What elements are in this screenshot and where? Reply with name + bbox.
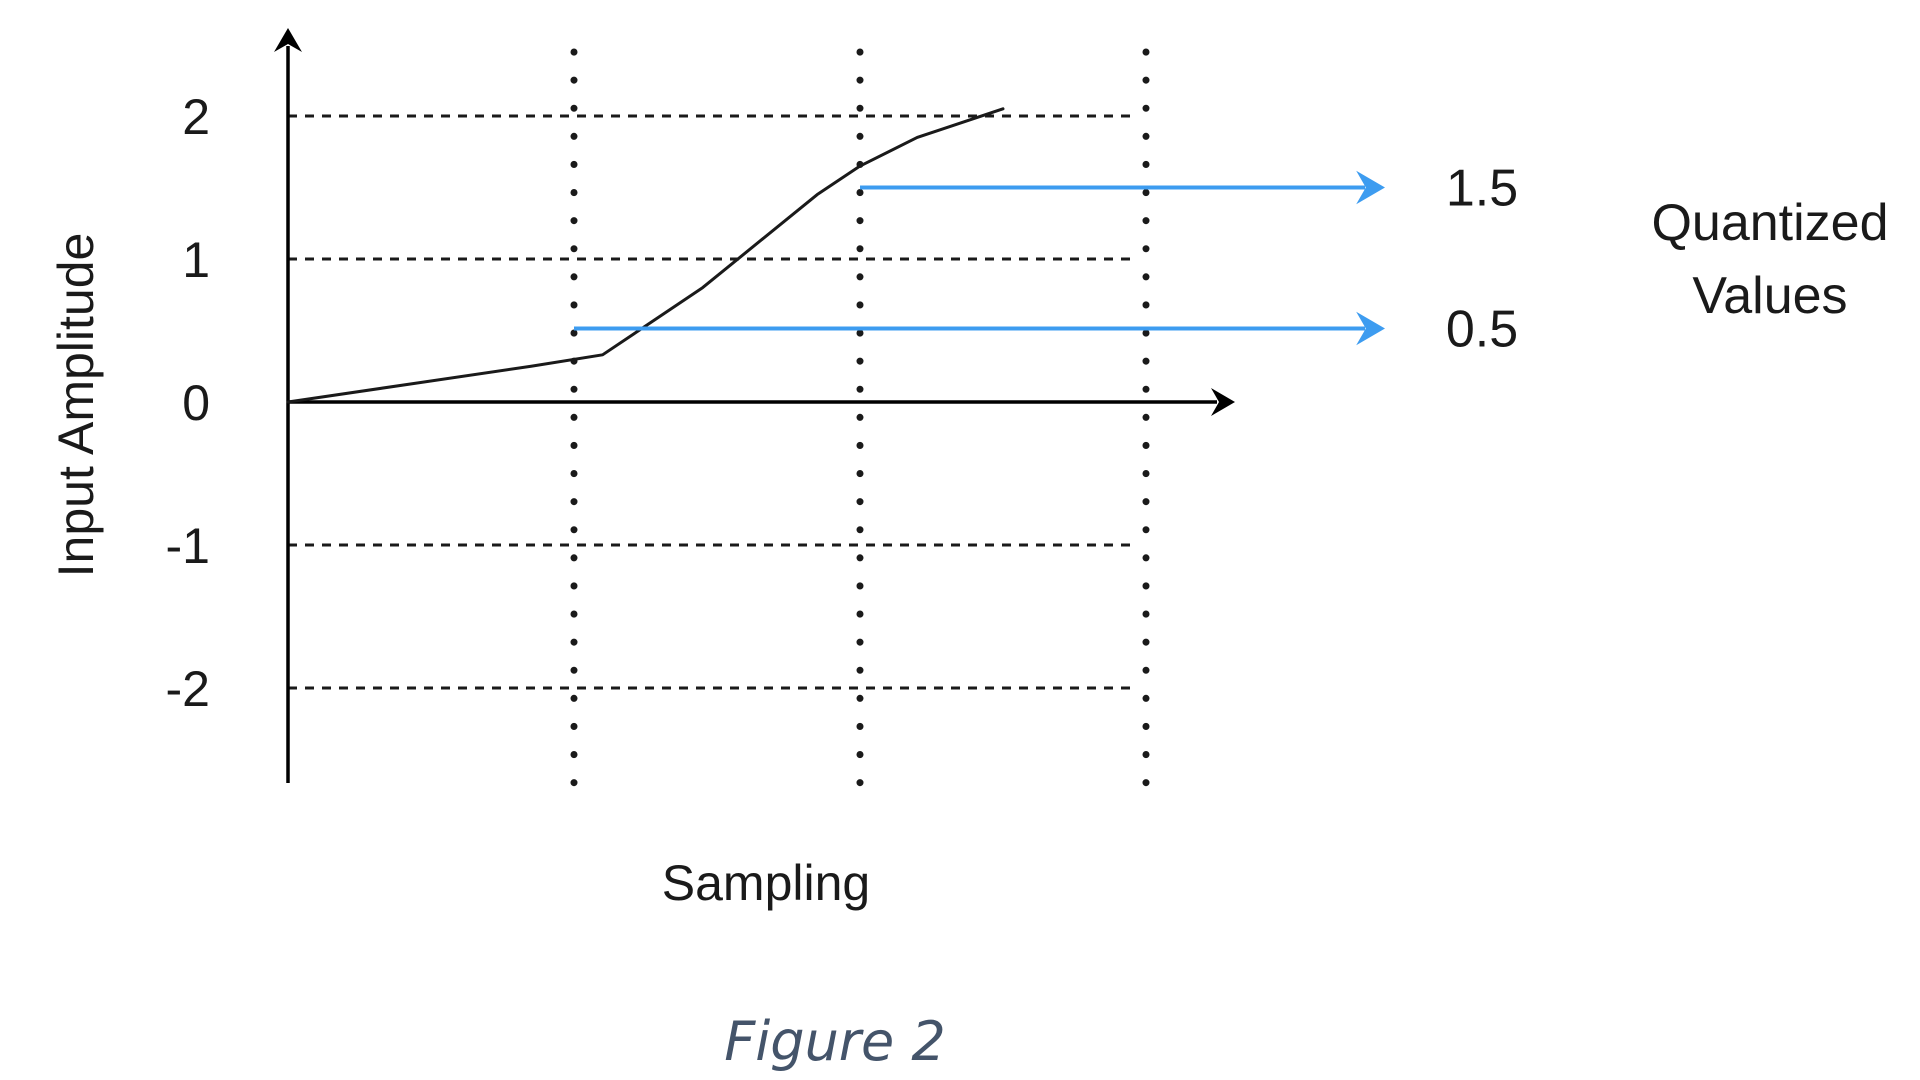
grid <box>288 48 1150 787</box>
axes <box>274 28 1235 783</box>
y-tick-label: -1 <box>166 518 210 574</box>
y-axis-arrowhead <box>274 28 302 52</box>
x-axis-arrowhead <box>1211 388 1235 416</box>
y-axis-title: Input Amplitude <box>48 233 104 578</box>
figure-caption: Figure 2 <box>724 1010 946 1073</box>
y-tick-label: -2 <box>166 661 210 717</box>
signal-curve <box>286 107 1005 404</box>
quantized-value-label: 0.5 <box>1446 301 1518 359</box>
series <box>286 107 1005 404</box>
quantize-arrowhead-1-5 <box>1356 170 1385 205</box>
y-tick-label: 1 <box>182 232 210 288</box>
quantization-arrows <box>574 170 1385 346</box>
quantized-values-title-line2: Values <box>1692 267 1847 325</box>
quantized-value-label: 1.5 <box>1446 160 1518 218</box>
labels: -2 -1 0 1 2 1.5 0.5 <box>166 89 1519 717</box>
y-tick-label: 2 <box>182 89 210 145</box>
y-tick-label: 0 <box>182 375 210 431</box>
x-axis-title: Sampling <box>662 855 870 911</box>
quantized-values-title-line1: Quantized <box>1651 194 1888 252</box>
quantize-arrowhead-0-5 <box>1356 311 1385 346</box>
